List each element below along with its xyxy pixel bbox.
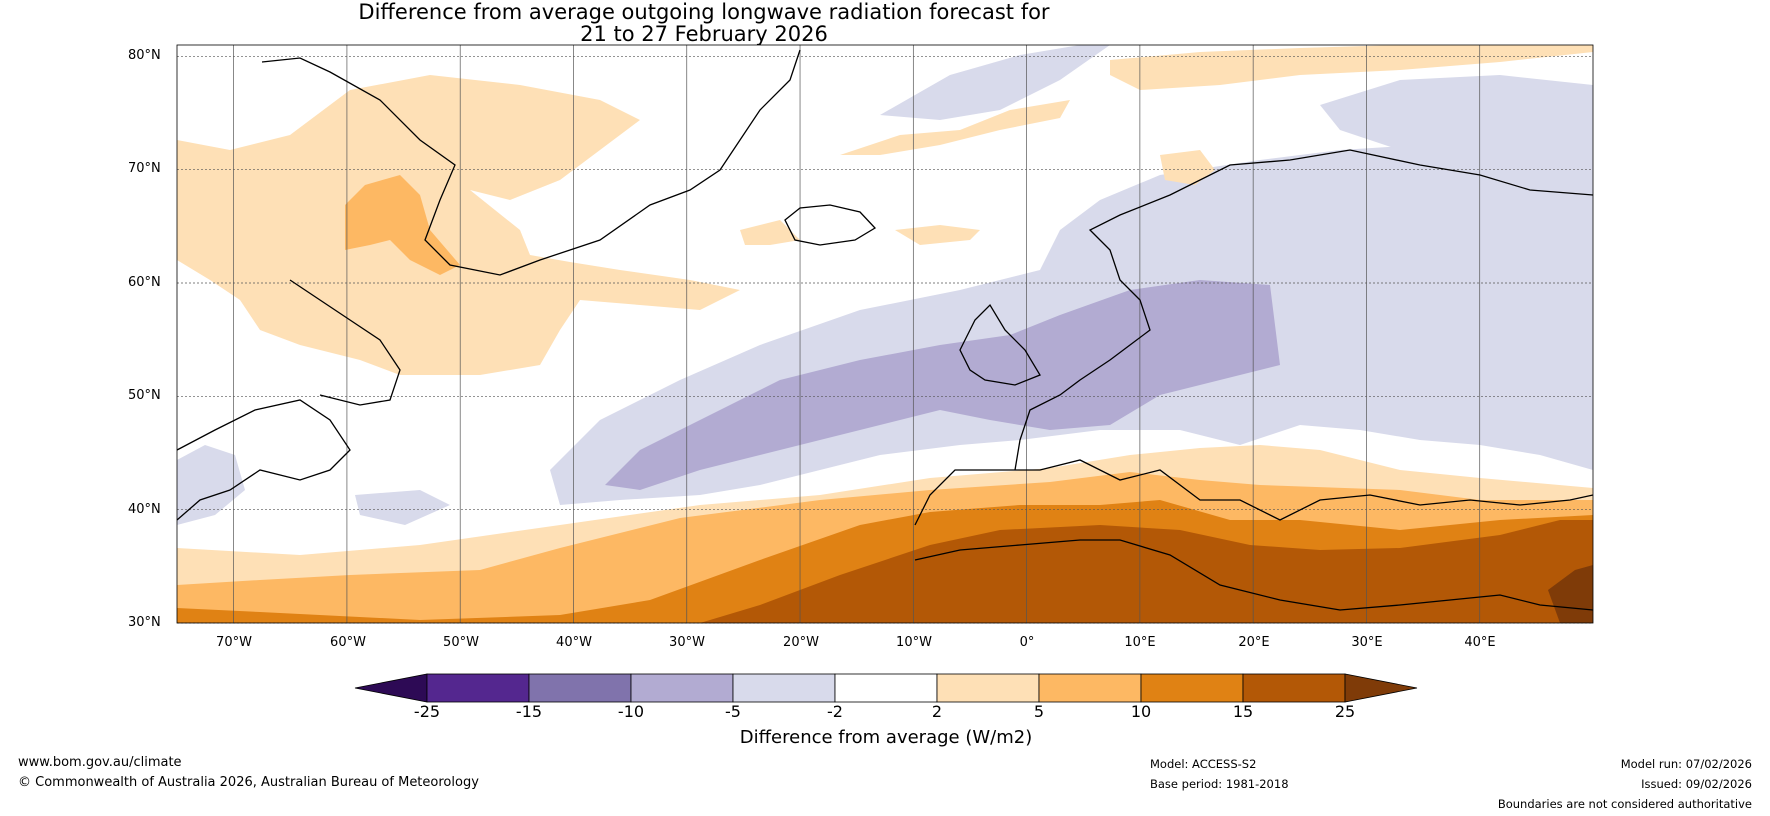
lon-label-20w: 20°W	[783, 635, 819, 650]
model-name: Model: ACCESS-S2	[1150, 757, 1257, 771]
colorbar-extend-high	[1344, 673, 1418, 703]
colorbar-segment	[528, 673, 632, 703]
british-isles-coast	[959, 303, 1041, 386]
lon-label-30w: 30°W	[669, 635, 705, 650]
colorbar-segment	[426, 673, 530, 703]
colorbar-tick: -2	[827, 702, 843, 721]
lat-label-70n: 70°N	[128, 161, 161, 176]
mediterranean-coast	[914, 459, 1594, 526]
colorbar-tick: 5	[1033, 702, 1045, 721]
anomaly-band-minus-2-5-barents	[1320, 75, 1593, 200]
colorbar-tick: -5	[725, 702, 741, 721]
colorbar-segment	[732, 673, 836, 703]
colorbar-segment	[936, 673, 1040, 703]
anomaly-band-15-25	[700, 520, 1593, 623]
lat-label-60n: 60°N	[128, 275, 161, 290]
colorbar-tick: 25	[1334, 702, 1356, 721]
greenland-coast	[261, 49, 801, 276]
map-frame	[176, 44, 1594, 624]
coastlines	[176, 49, 1594, 611]
colorbar-label: Difference from average (W/m2)	[739, 727, 1033, 748]
lon-label-10w: 10°W	[896, 635, 932, 650]
colorbar-segment	[1242, 673, 1346, 703]
colorbar-segment	[1140, 673, 1244, 703]
lat-label-50n: 50°N	[128, 388, 161, 403]
website-link[interactable]: www.bom.gov.au/climate	[18, 755, 182, 770]
lat-label-40n: 40°N	[128, 502, 161, 517]
anomaly-band-minus-2-5-atlantic-small	[355, 490, 450, 525]
colorbar-tick: -25	[413, 702, 441, 721]
anomaly-band-minus-5-10	[605, 280, 1280, 490]
lon-label-10e: 10°E	[1124, 635, 1156, 650]
colorbar-tick: -15	[515, 702, 543, 721]
lon-label-60w: 60°W	[330, 635, 366, 650]
base-period: Base period: 1981-2018	[1150, 777, 1289, 791]
lon-label-0: 0°	[1019, 635, 1035, 650]
lon-label-30e: 30°E	[1351, 635, 1383, 650]
lat-label-80n: 80°N	[128, 48, 161, 63]
canada-coast	[176, 399, 351, 521]
lon-label-50w: 50°W	[443, 635, 479, 650]
issued-date: Issued: 09/02/2026	[1641, 777, 1752, 791]
anomaly-band-2-5-norwegian-sea	[1160, 150, 1215, 185]
lat-label-30n: 30°N	[128, 615, 161, 630]
colorbar-tick: -10	[617, 702, 645, 721]
lon-label-40w: 40°W	[556, 635, 592, 650]
anomaly-band-2-5-north-atlantic	[840, 100, 1070, 155]
lon-label-70w: 70°W	[216, 635, 252, 650]
lon-label-40e: 40°E	[1464, 635, 1496, 650]
colorbar-tick: 2	[931, 702, 943, 721]
anomaly-band-2-5-greenland	[177, 75, 740, 375]
colorbar-extend-low	[354, 673, 428, 703]
colorbar-tick: 15	[1232, 702, 1254, 721]
model-run-date: Model run: 07/02/2026	[1620, 757, 1752, 771]
anomaly-band-minus-2-5-arctic	[880, 45, 1110, 120]
europe-coast	[1014, 149, 1594, 471]
colorbar	[354, 673, 1418, 703]
iceland-coast	[784, 204, 877, 246]
colorbar-segment	[630, 673, 734, 703]
colorbar-segment	[834, 673, 938, 703]
chart-title-line2: 21 to 27 February 2026	[580, 22, 828, 46]
colorbar-tick: 10	[1130, 702, 1152, 721]
map-fill-layer	[177, 45, 1593, 623]
copyright-text: © Commonwealth of Australia 2026, Austra…	[18, 775, 479, 790]
chart-title-line1: Difference from average outgoing longwav…	[358, 0, 1050, 24]
boundaries-disclaimer: Boundaries are not considered authoritat…	[1497, 797, 1752, 811]
anomaly-band-2-5-iceland-south	[740, 220, 800, 245]
lon-label-20e: 20°E	[1238, 635, 1270, 650]
labrador-coast	[289, 279, 401, 406]
north-africa-coast	[914, 539, 1594, 611]
colorbar-segment	[1038, 673, 1142, 703]
anomaly-band-5-10-greenland	[345, 175, 460, 275]
anomaly-band-2-5-iceland-east	[895, 225, 980, 245]
